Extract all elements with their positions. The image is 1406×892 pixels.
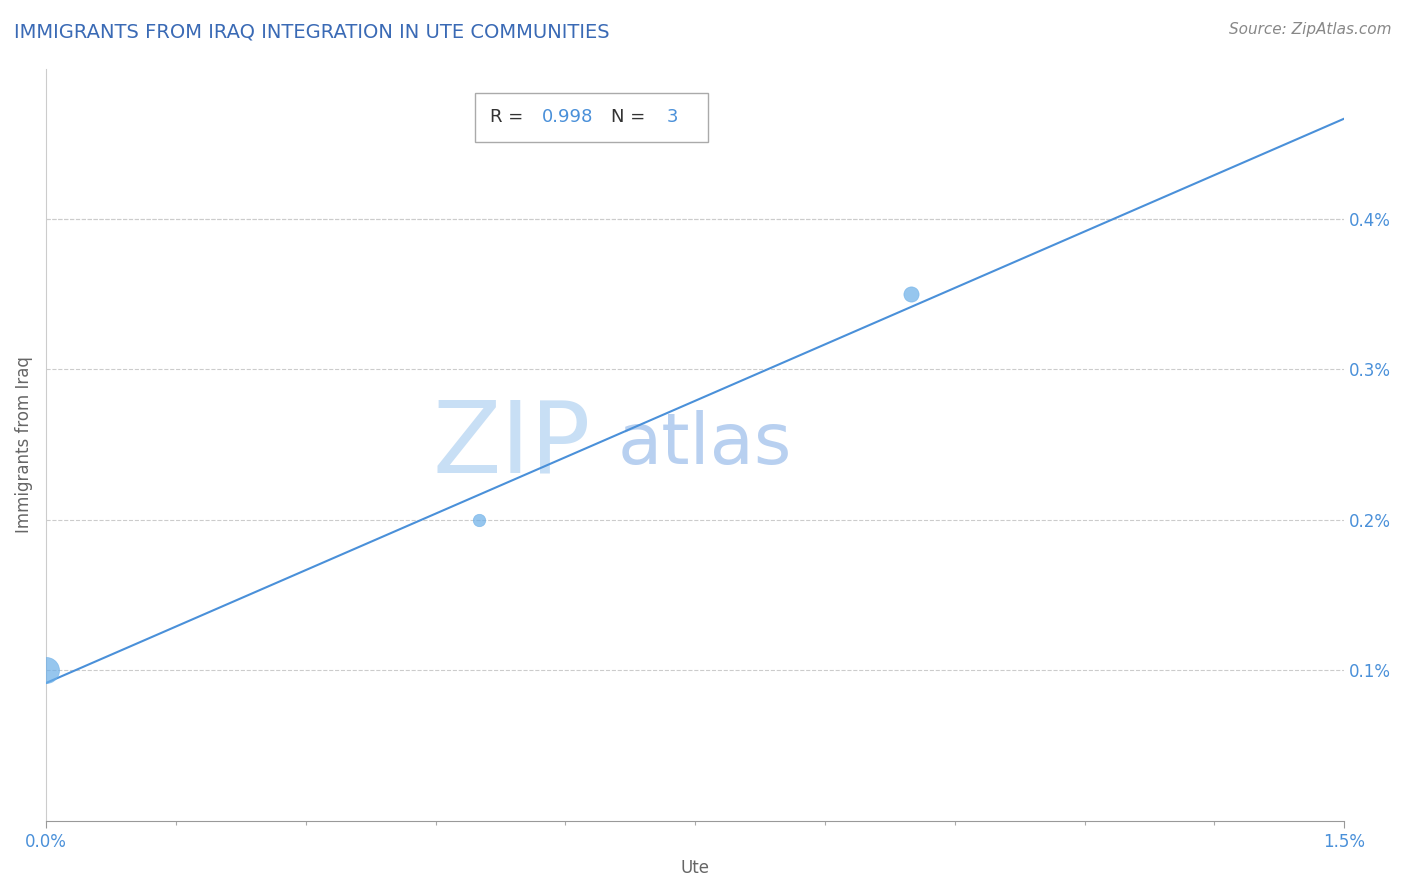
Text: N =: N = [610, 109, 651, 127]
Text: IMMIGRANTS FROM IRAQ INTEGRATION IN UTE COMMUNITIES: IMMIGRANTS FROM IRAQ INTEGRATION IN UTE … [14, 22, 610, 41]
Text: ZIP: ZIP [433, 396, 592, 493]
Point [900, 287, 922, 301]
Text: Source: ZipAtlas.com: Source: ZipAtlas.com [1229, 22, 1392, 37]
FancyBboxPatch shape [474, 93, 709, 142]
Text: atlas: atlas [617, 410, 792, 479]
Text: 3: 3 [666, 109, 678, 127]
X-axis label: Ute: Ute [681, 859, 710, 877]
Y-axis label: Immigrants from Iraq: Immigrants from Iraq [15, 356, 32, 533]
Point [468, 513, 491, 527]
Text: R =: R = [491, 109, 529, 127]
Text: 0.998: 0.998 [541, 109, 593, 127]
Point [35, 664, 58, 678]
